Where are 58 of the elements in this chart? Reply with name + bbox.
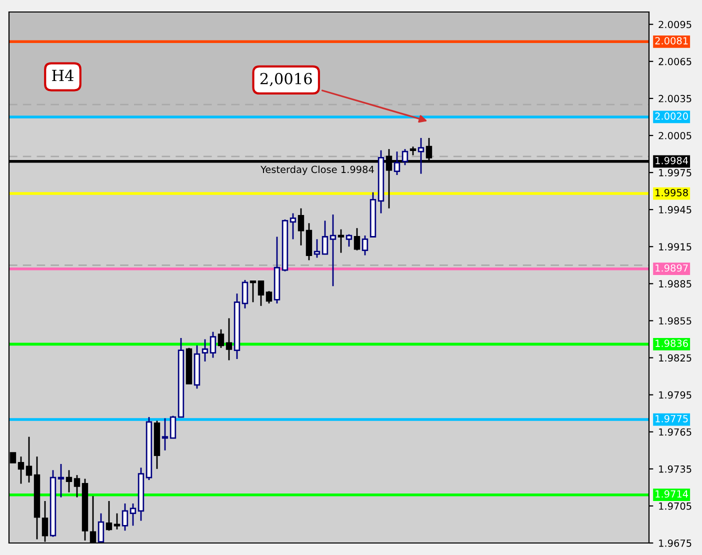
y-tick-label: 1.9975 (659, 169, 692, 176)
candlestick (18, 456, 24, 484)
candlestick (114, 512, 120, 530)
candlestick (258, 280, 264, 307)
y-tick-label: 2.0095 (658, 20, 692, 28)
y-tick-label: 1.9765 (659, 428, 692, 436)
candlestick (418, 137, 424, 174)
candlestick (338, 228, 344, 254)
y-tick-label: 2.0035 (658, 94, 692, 102)
candlestick (354, 227, 360, 252)
candlestick (226, 318, 232, 361)
candlestick (26, 436, 32, 484)
candlestick (298, 208, 304, 246)
y-tick-label: 2.0005 (658, 132, 692, 140)
candlestick (242, 279, 248, 310)
y-tick-label: 1.9855 (659, 317, 692, 325)
candlestick (66, 469, 72, 494)
candlestick (402, 148, 408, 166)
ref-line-label: 1.9958 (656, 188, 688, 196)
candlestick (330, 214, 336, 287)
annotation: 2,0016 (260, 72, 312, 86)
candlestick (394, 150, 400, 176)
y-tick-label: 1.9915 (659, 243, 692, 250)
ref-line-label: 1.9775 (656, 414, 688, 422)
candlestick (210, 331, 216, 358)
candlestick (74, 474, 80, 498)
ref-line-label: 1.9836 (656, 340, 688, 348)
candlestick (250, 280, 256, 303)
ref-line-label: 1.9897 (656, 264, 688, 272)
candlestick (106, 500, 112, 532)
y-tick-label: 1.9945 (659, 206, 692, 214)
y-tick-label: 1.9705 (659, 502, 692, 510)
candlestick (130, 502, 136, 526)
y-tick-label: 1.9825 (659, 354, 692, 362)
candlestick (346, 234, 352, 248)
candlestick (162, 418, 168, 452)
candlestick (362, 234, 368, 256)
candlestick (98, 512, 104, 542)
y-tick-label: 1.9795 (659, 391, 692, 399)
y-tick-label: 1.9885 (659, 280, 692, 288)
y-tick-label: 2.0065 (658, 58, 692, 66)
annotation: Yesterday Close 1.9984 (260, 166, 374, 175)
candlestick (202, 338, 208, 362)
ref-line-label: 2.0020 (655, 112, 688, 120)
y-tick-label: 1.9735 (659, 465, 692, 473)
y-tick-label: 1.9675 (659, 539, 692, 547)
ref-line-label: 1.9714 (656, 490, 688, 498)
candlestick (122, 502, 128, 532)
candlestick (218, 328, 224, 349)
candlestick (290, 212, 296, 240)
ref-line-label: 2.0081 (655, 37, 688, 44)
candlestick (58, 463, 64, 498)
candlestick (266, 290, 272, 304)
candlestick (314, 238, 320, 258)
candlestick (170, 415, 176, 439)
ref-line-label: 1.9984 (656, 156, 688, 164)
candlestick (322, 220, 328, 255)
annotation: H4 (52, 70, 74, 81)
